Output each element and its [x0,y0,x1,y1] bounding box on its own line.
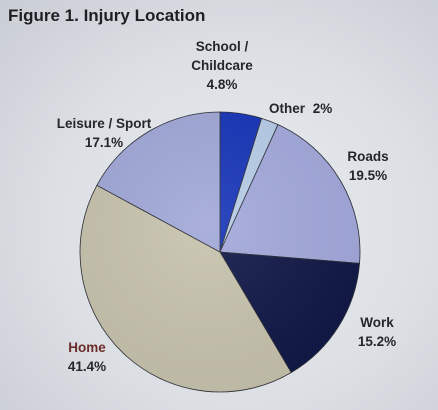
slice-value-leisure: 17.1% [84,135,124,150]
slice-label-other-name: Other [269,101,306,116]
slice-label-school-line2: Childcare [191,58,253,73]
slice-label-home-name: Home [68,340,106,355]
pie-slices [79,111,361,393]
slice-label-home: Home 41.4% [60,338,114,376]
slice-value-roads: 19.5% [348,168,388,183]
slice-label-leisure-name: Leisure / Sport [56,116,152,131]
slice-label-work: Work 15.2% [350,313,404,351]
slice-label-roads-name: Roads [347,149,389,164]
slice-label-other: Other 2% [269,99,332,118]
chart-title: Figure 1. Injury Location [8,6,206,25]
slice-label-leisure: Leisure / Sport 17.1% [44,114,164,152]
slice-label-work-name: Work [360,315,394,330]
slice-value-other: 2% [312,101,333,116]
slice-label-school: School / Childcare 4.8% [186,37,258,94]
slice-value-work: 15.2% [357,334,397,349]
slice-label-school-line1: School / [195,39,249,54]
slice-value-school: 4.8% [206,77,238,92]
slice-value-home: 41.4% [67,359,107,374]
slice-label-roads: Roads 19.5% [338,147,398,185]
